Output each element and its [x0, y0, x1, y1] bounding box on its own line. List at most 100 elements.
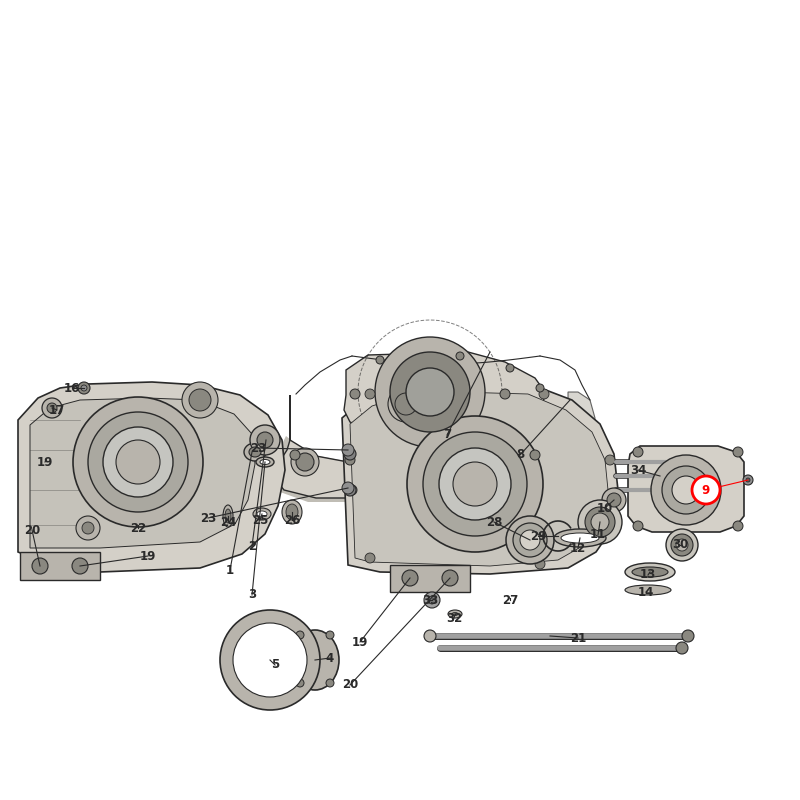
Circle shape [347, 485, 357, 495]
Circle shape [78, 382, 90, 394]
Text: 14: 14 [638, 586, 654, 598]
Circle shape [250, 425, 280, 455]
Text: 23: 23 [250, 442, 266, 454]
Circle shape [530, 450, 540, 460]
Circle shape [81, 385, 87, 391]
Ellipse shape [286, 504, 298, 520]
Circle shape [342, 482, 354, 494]
Text: 13: 13 [640, 569, 656, 582]
Circle shape [539, 389, 549, 399]
Circle shape [423, 432, 527, 536]
Ellipse shape [671, 534, 693, 556]
Text: 23: 23 [200, 511, 216, 525]
Circle shape [682, 630, 694, 642]
Circle shape [692, 476, 720, 504]
Text: 8: 8 [516, 449, 524, 462]
Text: 2: 2 [248, 539, 256, 553]
Ellipse shape [585, 507, 615, 537]
Text: 21: 21 [570, 631, 586, 645]
Circle shape [407, 416, 543, 552]
Text: 20: 20 [24, 523, 40, 537]
Ellipse shape [291, 630, 339, 690]
Circle shape [344, 484, 356, 496]
Circle shape [506, 364, 514, 372]
Polygon shape [628, 446, 744, 532]
Circle shape [365, 553, 375, 563]
Text: 12: 12 [570, 542, 586, 554]
Ellipse shape [632, 567, 668, 577]
Ellipse shape [578, 500, 622, 544]
Circle shape [536, 384, 544, 392]
Ellipse shape [225, 509, 231, 523]
Polygon shape [342, 382, 618, 574]
Ellipse shape [223, 505, 233, 527]
Circle shape [662, 466, 710, 514]
Text: 33: 33 [422, 594, 438, 606]
Text: 3: 3 [248, 589, 256, 602]
Text: 29: 29 [530, 530, 546, 542]
Text: 5: 5 [271, 658, 279, 671]
Ellipse shape [513, 523, 547, 557]
Circle shape [42, 398, 62, 418]
Polygon shape [18, 382, 285, 572]
Text: 10: 10 [597, 502, 613, 514]
Circle shape [116, 440, 160, 484]
Text: 27: 27 [502, 594, 518, 606]
Circle shape [296, 679, 304, 687]
Circle shape [345, 455, 355, 465]
Ellipse shape [602, 488, 626, 512]
Circle shape [350, 389, 360, 399]
Circle shape [743, 475, 753, 485]
Circle shape [290, 450, 300, 460]
Text: 20: 20 [342, 678, 358, 691]
Circle shape [605, 455, 615, 465]
Circle shape [651, 455, 721, 525]
Circle shape [439, 448, 511, 520]
Circle shape [453, 462, 497, 506]
Circle shape [220, 610, 320, 710]
Polygon shape [276, 395, 568, 498]
Circle shape [402, 570, 418, 586]
Circle shape [672, 476, 700, 504]
Text: 32: 32 [446, 611, 462, 625]
Ellipse shape [666, 529, 698, 561]
Text: 19: 19 [140, 550, 156, 562]
Circle shape [535, 559, 545, 569]
Polygon shape [390, 565, 470, 592]
Circle shape [103, 427, 173, 497]
Text: 25: 25 [252, 514, 268, 526]
Circle shape [342, 444, 354, 456]
Circle shape [395, 393, 417, 415]
Ellipse shape [561, 533, 599, 543]
Circle shape [500, 389, 510, 399]
Polygon shape [270, 392, 574, 502]
Text: 1: 1 [226, 563, 234, 577]
Text: 11: 11 [590, 529, 606, 542]
Circle shape [633, 521, 643, 531]
Ellipse shape [244, 443, 266, 461]
Polygon shape [344, 352, 545, 432]
Circle shape [733, 447, 743, 457]
Polygon shape [350, 392, 608, 566]
Circle shape [32, 558, 48, 574]
Circle shape [733, 521, 743, 531]
Text: 26: 26 [284, 514, 300, 526]
Text: 30: 30 [672, 538, 688, 551]
Circle shape [344, 448, 356, 460]
Circle shape [182, 382, 218, 418]
Ellipse shape [676, 539, 688, 551]
Text: 9: 9 [702, 483, 710, 497]
Circle shape [424, 630, 436, 642]
Ellipse shape [291, 448, 319, 476]
Circle shape [424, 592, 440, 608]
Circle shape [233, 623, 307, 697]
Ellipse shape [249, 447, 261, 457]
Text: 28: 28 [486, 515, 502, 529]
Circle shape [388, 386, 424, 422]
Circle shape [676, 642, 688, 654]
Ellipse shape [257, 511, 267, 517]
Text: 17: 17 [49, 403, 65, 417]
Ellipse shape [591, 513, 609, 531]
Polygon shape [20, 552, 100, 580]
Circle shape [376, 356, 384, 364]
